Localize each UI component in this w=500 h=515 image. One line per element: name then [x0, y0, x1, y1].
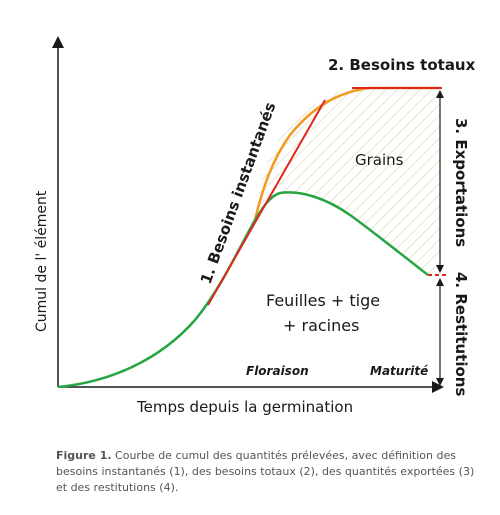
exportations-arrow-top — [436, 90, 444, 98]
y-axis-label: Cumul de l' élément — [34, 190, 50, 332]
restitutions-arrow-top — [436, 278, 444, 286]
feuilles-label-line1: Feuilles + tige — [266, 291, 380, 310]
grains-hatched-area — [255, 88, 440, 275]
exportations-arrow-bottom — [436, 265, 444, 273]
restitutions-arrow-bottom — [436, 378, 444, 386]
exportations-label: 3. Exportations — [452, 118, 470, 247]
besoins-totaux-label: 2. Besoins totaux — [328, 56, 476, 74]
restitutions-label: 4. Restitutions — [452, 272, 470, 396]
maturite-label: Maturité — [370, 364, 428, 378]
caption-figure-number: Figure 1. — [56, 449, 112, 462]
cumulative-uptake-diagram: 2. Besoins totaux 1. Besoins instantanés… — [34, 36, 476, 416]
total-uptake-curve — [253, 86, 440, 221]
caption-text: Courbe de cumul des quantités prélevées,… — [56, 449, 475, 494]
floraison-label: Floraison — [246, 364, 309, 378]
grains-label: Grains — [355, 151, 404, 169]
x-axis-label: Temps depuis la germination — [136, 398, 353, 416]
instantaneous-needs-tangent — [207, 99, 326, 306]
feuilles-label-line2: + racines — [283, 316, 359, 335]
figure-caption: Figure 1. Courbe de cumul des quantités … — [56, 448, 476, 496]
